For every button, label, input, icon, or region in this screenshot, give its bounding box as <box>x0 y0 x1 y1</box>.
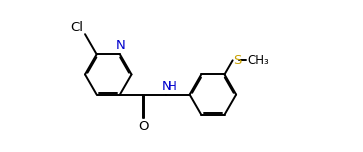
Text: N: N <box>162 80 172 93</box>
Text: N: N <box>115 40 125 52</box>
Text: O: O <box>138 120 148 133</box>
Text: S: S <box>233 54 241 67</box>
Text: Cl: Cl <box>70 21 83 34</box>
Text: H: H <box>168 80 176 93</box>
Text: CH₃: CH₃ <box>247 54 269 67</box>
